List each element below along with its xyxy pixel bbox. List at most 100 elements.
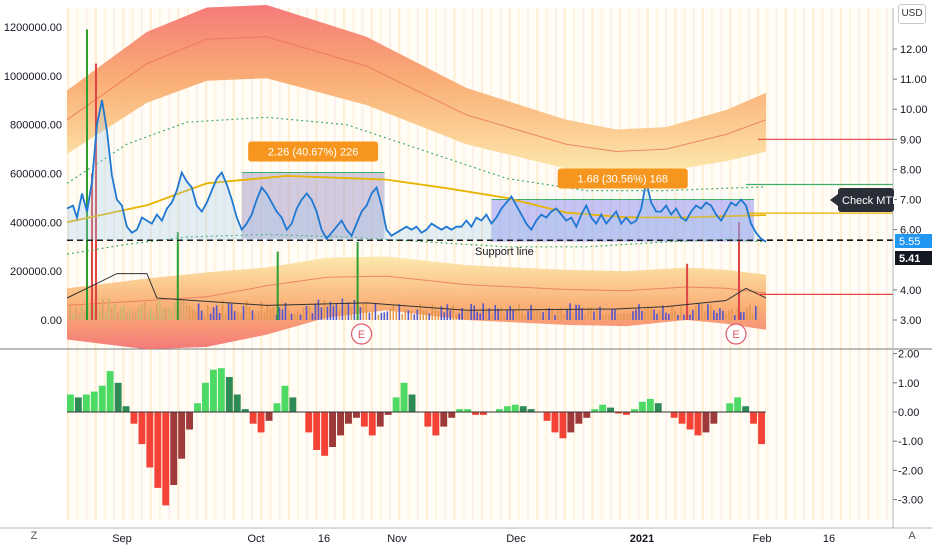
stripe [195,8,198,520]
volume-bar [203,315,206,320]
oscillator-bar [646,398,654,412]
volume-bar [137,307,140,320]
oscillator-bar [623,412,630,415]
volume-bar [527,310,529,320]
volume-bar [119,307,122,320]
stripe [168,8,171,520]
volume-bar [350,306,353,320]
price-line [66,100,767,243]
stripe [600,8,603,520]
callout-pointer [830,194,838,206]
volume-spike [356,241,359,320]
volume-bar [269,308,272,320]
oscillator-bar [456,409,464,412]
oscillator-bar [464,409,472,412]
volume-bar [104,313,107,320]
osc-axis-tick-label: 2.00 [898,349,919,361]
lower-band-midline [66,275,767,306]
volume-bar [347,302,350,320]
volume-spike [91,173,93,320]
stripe [545,8,548,520]
annotations: 2.26 (40.67%) 226 1.68 (30.56%) 168 Suppor… [248,141,932,345]
volume-bar [93,303,95,320]
left-axis-tick-label: 200000.00 [10,266,62,278]
oscillator-bar [686,412,694,430]
volume-bar [677,315,679,320]
volume-bar [263,312,266,320]
volume-bar [749,304,751,320]
stripe [260,8,263,520]
support-line-label: Support line [475,246,534,258]
volume-bar [449,310,452,320]
volume-bar [416,309,419,320]
stripe [683,8,686,520]
volume-bar [122,305,125,320]
volume-bar [569,303,571,320]
volume-spike [738,222,740,320]
volume-bar [209,313,212,320]
stripe [711,8,714,520]
stripe [876,8,879,520]
oscillator-bar [74,397,82,412]
stripe [122,8,125,520]
volume-bar [503,314,505,320]
oscillator-bar [321,412,329,456]
volume-bar [407,310,410,320]
volume-bar [419,304,422,320]
volume-bar [431,304,434,320]
volume-bar [242,305,245,320]
zoom-reset-button[interactable]: Z [30,530,38,542]
oscillator-bar [289,397,297,412]
volume-bar [539,309,541,320]
stripe [646,8,649,520]
volume-bar [179,300,182,320]
stripe [821,8,824,520]
x-axis-tick-label: Nov [387,533,407,545]
stripe [729,8,732,520]
oscillator-bar [337,412,344,436]
volume-bar [422,310,425,320]
oscillator-bar [225,377,233,412]
volume-bar [698,303,700,320]
volume-bar [281,309,284,320]
volume-bar [344,304,347,320]
volume-spike [86,29,88,321]
left-axis-tick-label: 400000.00 [10,217,62,229]
stripe [784,8,787,520]
oscillator-bar [694,412,702,436]
stripe [803,8,806,520]
volume-bar [359,307,362,320]
volume-bar [260,301,263,320]
volume-bar [500,307,502,320]
volume-bar [680,306,682,320]
oscillator-bar [432,412,440,436]
oscillator-bar [273,403,281,412]
volume-bar [221,299,224,320]
volume-spike [176,232,179,320]
callout-label: Check MTF [842,195,899,207]
auto-scale-button[interactable]: A [908,530,916,542]
volume-bar [143,302,146,320]
currency-selector-button[interactable]: USD [898,4,926,24]
oscillator-bar [114,382,122,412]
volume-bar [374,303,377,320]
oscillator-bar [281,385,289,412]
volume-bar [125,312,128,320]
left-axis-tick-label: 800000.00 [10,120,62,132]
stripe [517,8,520,520]
volume-bar [638,304,640,320]
oscillator-bar [638,401,646,412]
volume-bar [452,305,454,320]
oscillator-bar [543,412,551,421]
volume-bar [545,308,547,320]
volume-bar [233,311,236,320]
upper-band [67,5,766,174]
volume-spike [95,63,97,320]
volume-bar [191,309,194,320]
volume-bar [371,311,374,320]
oscillator-bar [233,394,241,412]
stripe [103,8,106,520]
oscillator-bar [194,403,201,412]
oscillator-bar [138,412,146,445]
